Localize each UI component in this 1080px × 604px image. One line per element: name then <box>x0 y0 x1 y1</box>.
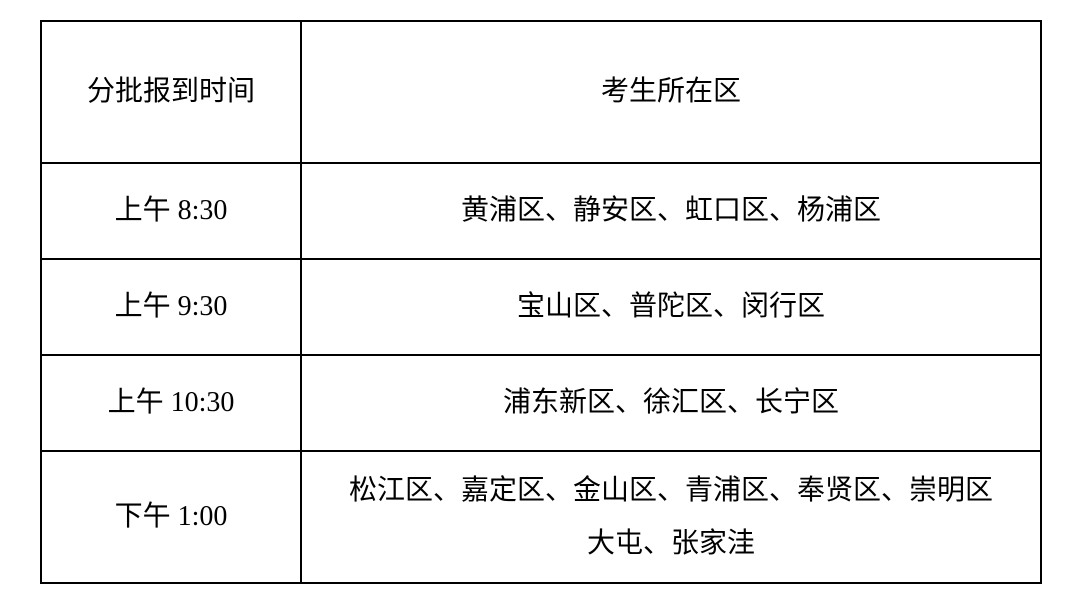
cell-district: 黄浦区、静安区、虹口区、杨浦区 <box>301 163 1041 259</box>
cell-time: 上午 10:30 <box>41 355 301 451</box>
header-district: 考生所在区 <box>301 21 1041 163</box>
cell-district: 宝山区、普陀区、闵行区 <box>301 259 1041 355</box>
table-row: 上午 9:30 宝山区、普陀区、闵行区 <box>41 259 1041 355</box>
cell-district-text: 松江区、嘉定区、金山区、青浦区、奉贤区、崇明区 大屯、张家洼 <box>302 456 1040 578</box>
table-row: 上午 10:30 浦东新区、徐汇区、长宁区 <box>41 355 1041 451</box>
cell-district-text: 黄浦区、静安区、虹口区、杨浦区 <box>302 176 1040 245</box>
cell-time: 上午 9:30 <box>41 259 301 355</box>
cell-district-text: 浦东新区、徐汇区、长宁区 <box>302 368 1040 437</box>
cell-district: 松江区、嘉定区、金山区、青浦区、奉贤区、崇明区 大屯、张家洼 <box>301 451 1041 583</box>
schedule-table: 分批报到时间 考生所在区 上午 8:30 黄浦区、静安区、虹口区、杨浦区 上午 … <box>40 20 1042 584</box>
cell-time: 上午 8:30 <box>41 163 301 259</box>
cell-district: 浦东新区、徐汇区、长宁区 <box>301 355 1041 451</box>
cell-district-text: 宝山区、普陀区、闵行区 <box>302 272 1040 341</box>
table-container: 分批报到时间 考生所在区 上午 8:30 黄浦区、静安区、虹口区、杨浦区 上午 … <box>0 0 1080 604</box>
table-row: 上午 8:30 黄浦区、静安区、虹口区、杨浦区 <box>41 163 1041 259</box>
table-row: 下午 1:00 松江区、嘉定区、金山区、青浦区、奉贤区、崇明区 大屯、张家洼 <box>41 451 1041 583</box>
table-header-row: 分批报到时间 考生所在区 <box>41 21 1041 163</box>
cell-time: 下午 1:00 <box>41 451 301 583</box>
header-time: 分批报到时间 <box>41 21 301 163</box>
